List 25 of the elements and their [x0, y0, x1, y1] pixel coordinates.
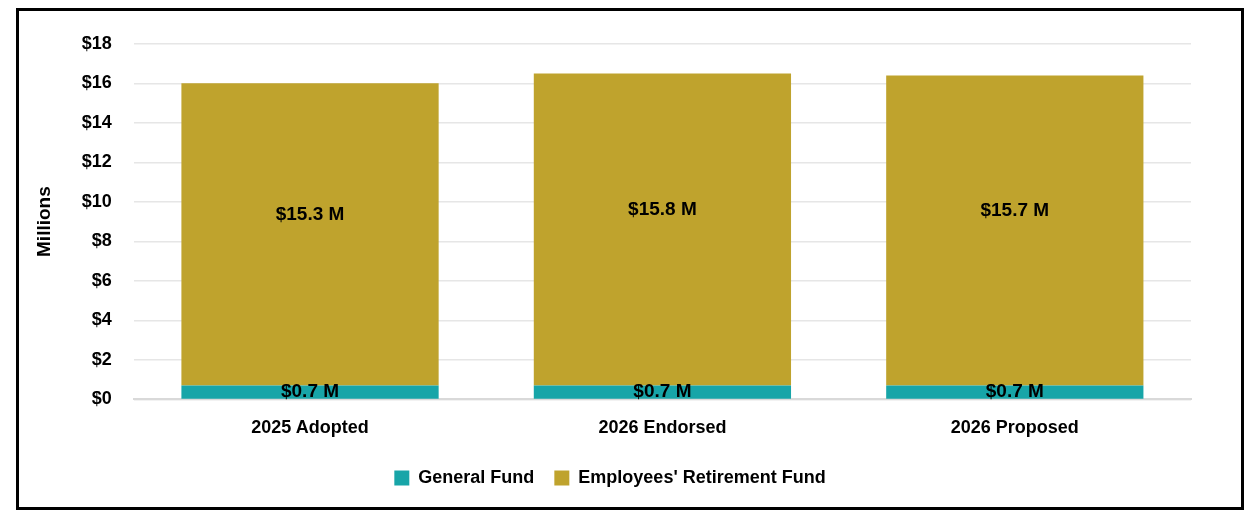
data-label: $15.8 M — [628, 197, 697, 219]
x-tick-label: 2025 Adopted — [251, 417, 369, 438]
y-tick-label: $10 — [81, 190, 112, 211]
x-tick-label: 2026 Endorsed — [598, 417, 727, 438]
bar — [181, 83, 439, 386]
bar — [886, 75, 1144, 386]
y-tick-label: $16 — [81, 72, 112, 93]
data-label: $15.3 M — [275, 202, 345, 224]
y-tick-label: $12 — [81, 151, 112, 172]
y-tick-label: $14 — [81, 111, 112, 132]
data-label: $0.7 M — [985, 380, 1044, 402]
y-tick-label: $18 — [81, 32, 112, 53]
y-tick-label: $2 — [91, 348, 112, 369]
data-label: $15.7 M — [980, 198, 1050, 220]
x-tick-label: 2026 Proposed — [950, 417, 1079, 438]
y-tick-label: $4 — [91, 309, 112, 330]
legend-label: General Fund — [418, 466, 535, 487]
y-tick-label: $0 — [91, 388, 112, 409]
legend-label: Employees' Retirement Fund — [578, 466, 826, 487]
data-label: $0.7 M — [633, 380, 692, 402]
y-tick-label: $6 — [91, 269, 112, 290]
y-axis-title: Millions — [32, 186, 54, 257]
bar — [533, 73, 792, 386]
data-label: $0.7 M — [280, 380, 340, 402]
y-tick-label: $8 — [91, 230, 112, 251]
